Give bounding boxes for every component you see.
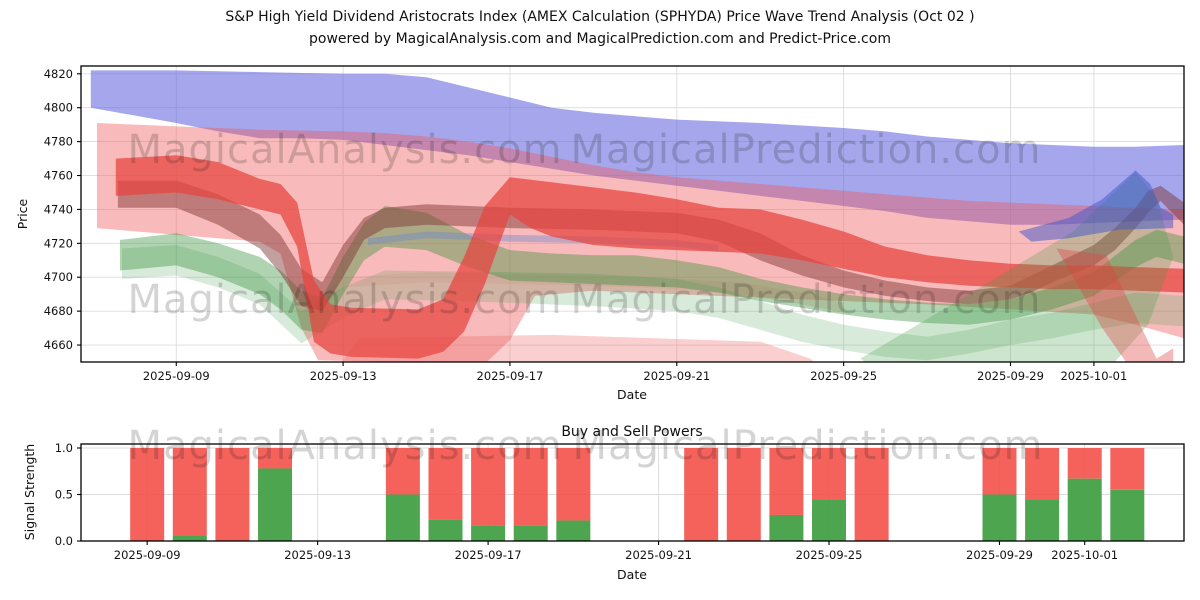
- sell-bar: [812, 447, 847, 500]
- y-tick-label: 4800: [44, 101, 73, 115]
- y-tick-label: 0.5: [55, 487, 73, 501]
- sell-bar: [556, 447, 591, 521]
- power-chart-title: Buy and Sell Powers: [561, 424, 702, 440]
- x-tick-label: 2025-09-29: [966, 548, 1033, 562]
- power-chart: 0.0 0.5 1.0 2025-09-09 2025-09-13 2025-09-17 2…: [55, 441, 1185, 562]
- watermark-layer: MagicalAnalysis.com MagicalPrediction.com…: [127, 127, 1044, 469]
- price-chart: 4660 4680 4700 4720 4740 4760 4780 4800 4820 2025…: [44, 65, 1185, 383]
- x-tick-label: 2025-09-29: [977, 369, 1044, 383]
- y-tick-label: 1.0: [55, 441, 73, 455]
- watermark-text: MagicalAnalysis.com: [127, 277, 562, 323]
- watermark-text: MagicalAnalysis.com: [127, 127, 562, 173]
- x-tick-label: 2025-09-09: [143, 369, 210, 383]
- watermark-text: MagicalPrediction.com: [571, 277, 1042, 323]
- y-tick-label: 4720: [44, 236, 73, 250]
- buy-bar: [428, 519, 463, 541]
- y-tick-label: 4820: [44, 67, 73, 81]
- x-tick-label: 2025-09-17: [477, 369, 544, 383]
- y-tick-label: 4760: [44, 169, 73, 183]
- sell-bar: [130, 447, 165, 541]
- price-axes: 4660 4680 4700 4720 4740 4760 4780 4800 4820 2025…: [44, 65, 1185, 383]
- sell-bar: [258, 447, 293, 469]
- sell-bar: [769, 447, 804, 515]
- sell-bar: [1067, 447, 1102, 479]
- maroon-band: [117, 180, 1184, 312]
- blue-spike-right: [1018, 170, 1174, 242]
- power-plot-border: [80, 443, 1185, 542]
- green-band: [120, 206, 1184, 334]
- power-x-axis-label: Date: [617, 567, 647, 582]
- pale-green-band: [122, 245, 1184, 361]
- y-tick-label: 4700: [44, 270, 73, 284]
- buy-bar: [769, 514, 804, 541]
- sell-bar: [726, 447, 761, 541]
- buy-bar: [385, 494, 420, 541]
- x-tick-label: 2025-09-09: [114, 548, 181, 562]
- blue-prediction-band: [90, 70, 1184, 225]
- sell-bar: [172, 447, 207, 536]
- price-band-layer: [90, 70, 1184, 362]
- sell-bar: [982, 447, 1017, 495]
- price-plot-border: [80, 65, 1185, 363]
- y-tick-label: 4660: [44, 338, 73, 352]
- sell-bar: [428, 447, 463, 520]
- sell-bar: [854, 447, 889, 541]
- sell-bar: [1110, 447, 1145, 490]
- sell-bar: [684, 447, 719, 541]
- buy-bar: [982, 494, 1017, 541]
- sell-bar: [385, 447, 420, 495]
- figure-title-line2: powered by MagicalAnalysis.com and Magic…: [309, 31, 891, 47]
- x-tick-label: 2025-09-21: [625, 548, 692, 562]
- buy-bar: [172, 535, 207, 541]
- y-tick-label: 0.0: [55, 534, 73, 548]
- y-tick-label: 4740: [44, 202, 73, 216]
- price-x-axis-label: Date: [617, 387, 647, 402]
- x-tick-label: 2025-09-13: [310, 369, 377, 383]
- sell-bar: [1025, 447, 1060, 500]
- x-tick-label: 2025-09-17: [455, 548, 522, 562]
- price-y-axis-label: Price: [15, 198, 30, 229]
- buy-bar: [556, 520, 591, 541]
- y-tick-label: 4780: [44, 135, 73, 149]
- x-tick-label: 2025-09-21: [643, 369, 710, 383]
- sell-bar: [471, 447, 506, 526]
- x-tick-label: 2025-10-01: [1051, 548, 1118, 562]
- x-tick-label: 2025-09-25: [810, 369, 877, 383]
- x-tick-label: 2025-09-25: [796, 548, 863, 562]
- figure-title-line1: S&P High Yield Dividend Aristocrats Inde…: [225, 9, 974, 25]
- sell-bar: [215, 447, 250, 541]
- bright-red-signal-band: [115, 155, 1184, 359]
- buy-bar: [1025, 499, 1060, 541]
- power-bar-layer: [130, 447, 1145, 541]
- thin-blue-strip: [368, 231, 719, 252]
- buy-bar: [471, 525, 506, 541]
- watermark-text: MagicalPrediction.com: [573, 423, 1044, 469]
- buy-bar: [1110, 489, 1145, 541]
- power-axes: 0.0 0.5 1.0 2025-09-09 2025-09-13 2025-09-17 2…: [55, 441, 1185, 562]
- red-slash-right: [1056, 248, 1174, 362]
- low-pink-tongue: [341, 334, 815, 362]
- watermark-text: MagicalPrediction.com: [571, 127, 1042, 173]
- buy-bar: [258, 468, 293, 541]
- sell-bar: [513, 447, 548, 526]
- buy-bar: [812, 499, 847, 541]
- x-tick-label: 2025-09-13: [284, 548, 351, 562]
- buy-bar: [513, 525, 548, 541]
- y-tick-label: 4680: [44, 304, 73, 318]
- watermark-text: MagicalAnalysis.com: [127, 423, 562, 469]
- power-y-axis-label: Signal Strength: [22, 444, 37, 540]
- x-tick-label: 2025-10-01: [1060, 369, 1127, 383]
- buy-bar: [1067, 478, 1102, 541]
